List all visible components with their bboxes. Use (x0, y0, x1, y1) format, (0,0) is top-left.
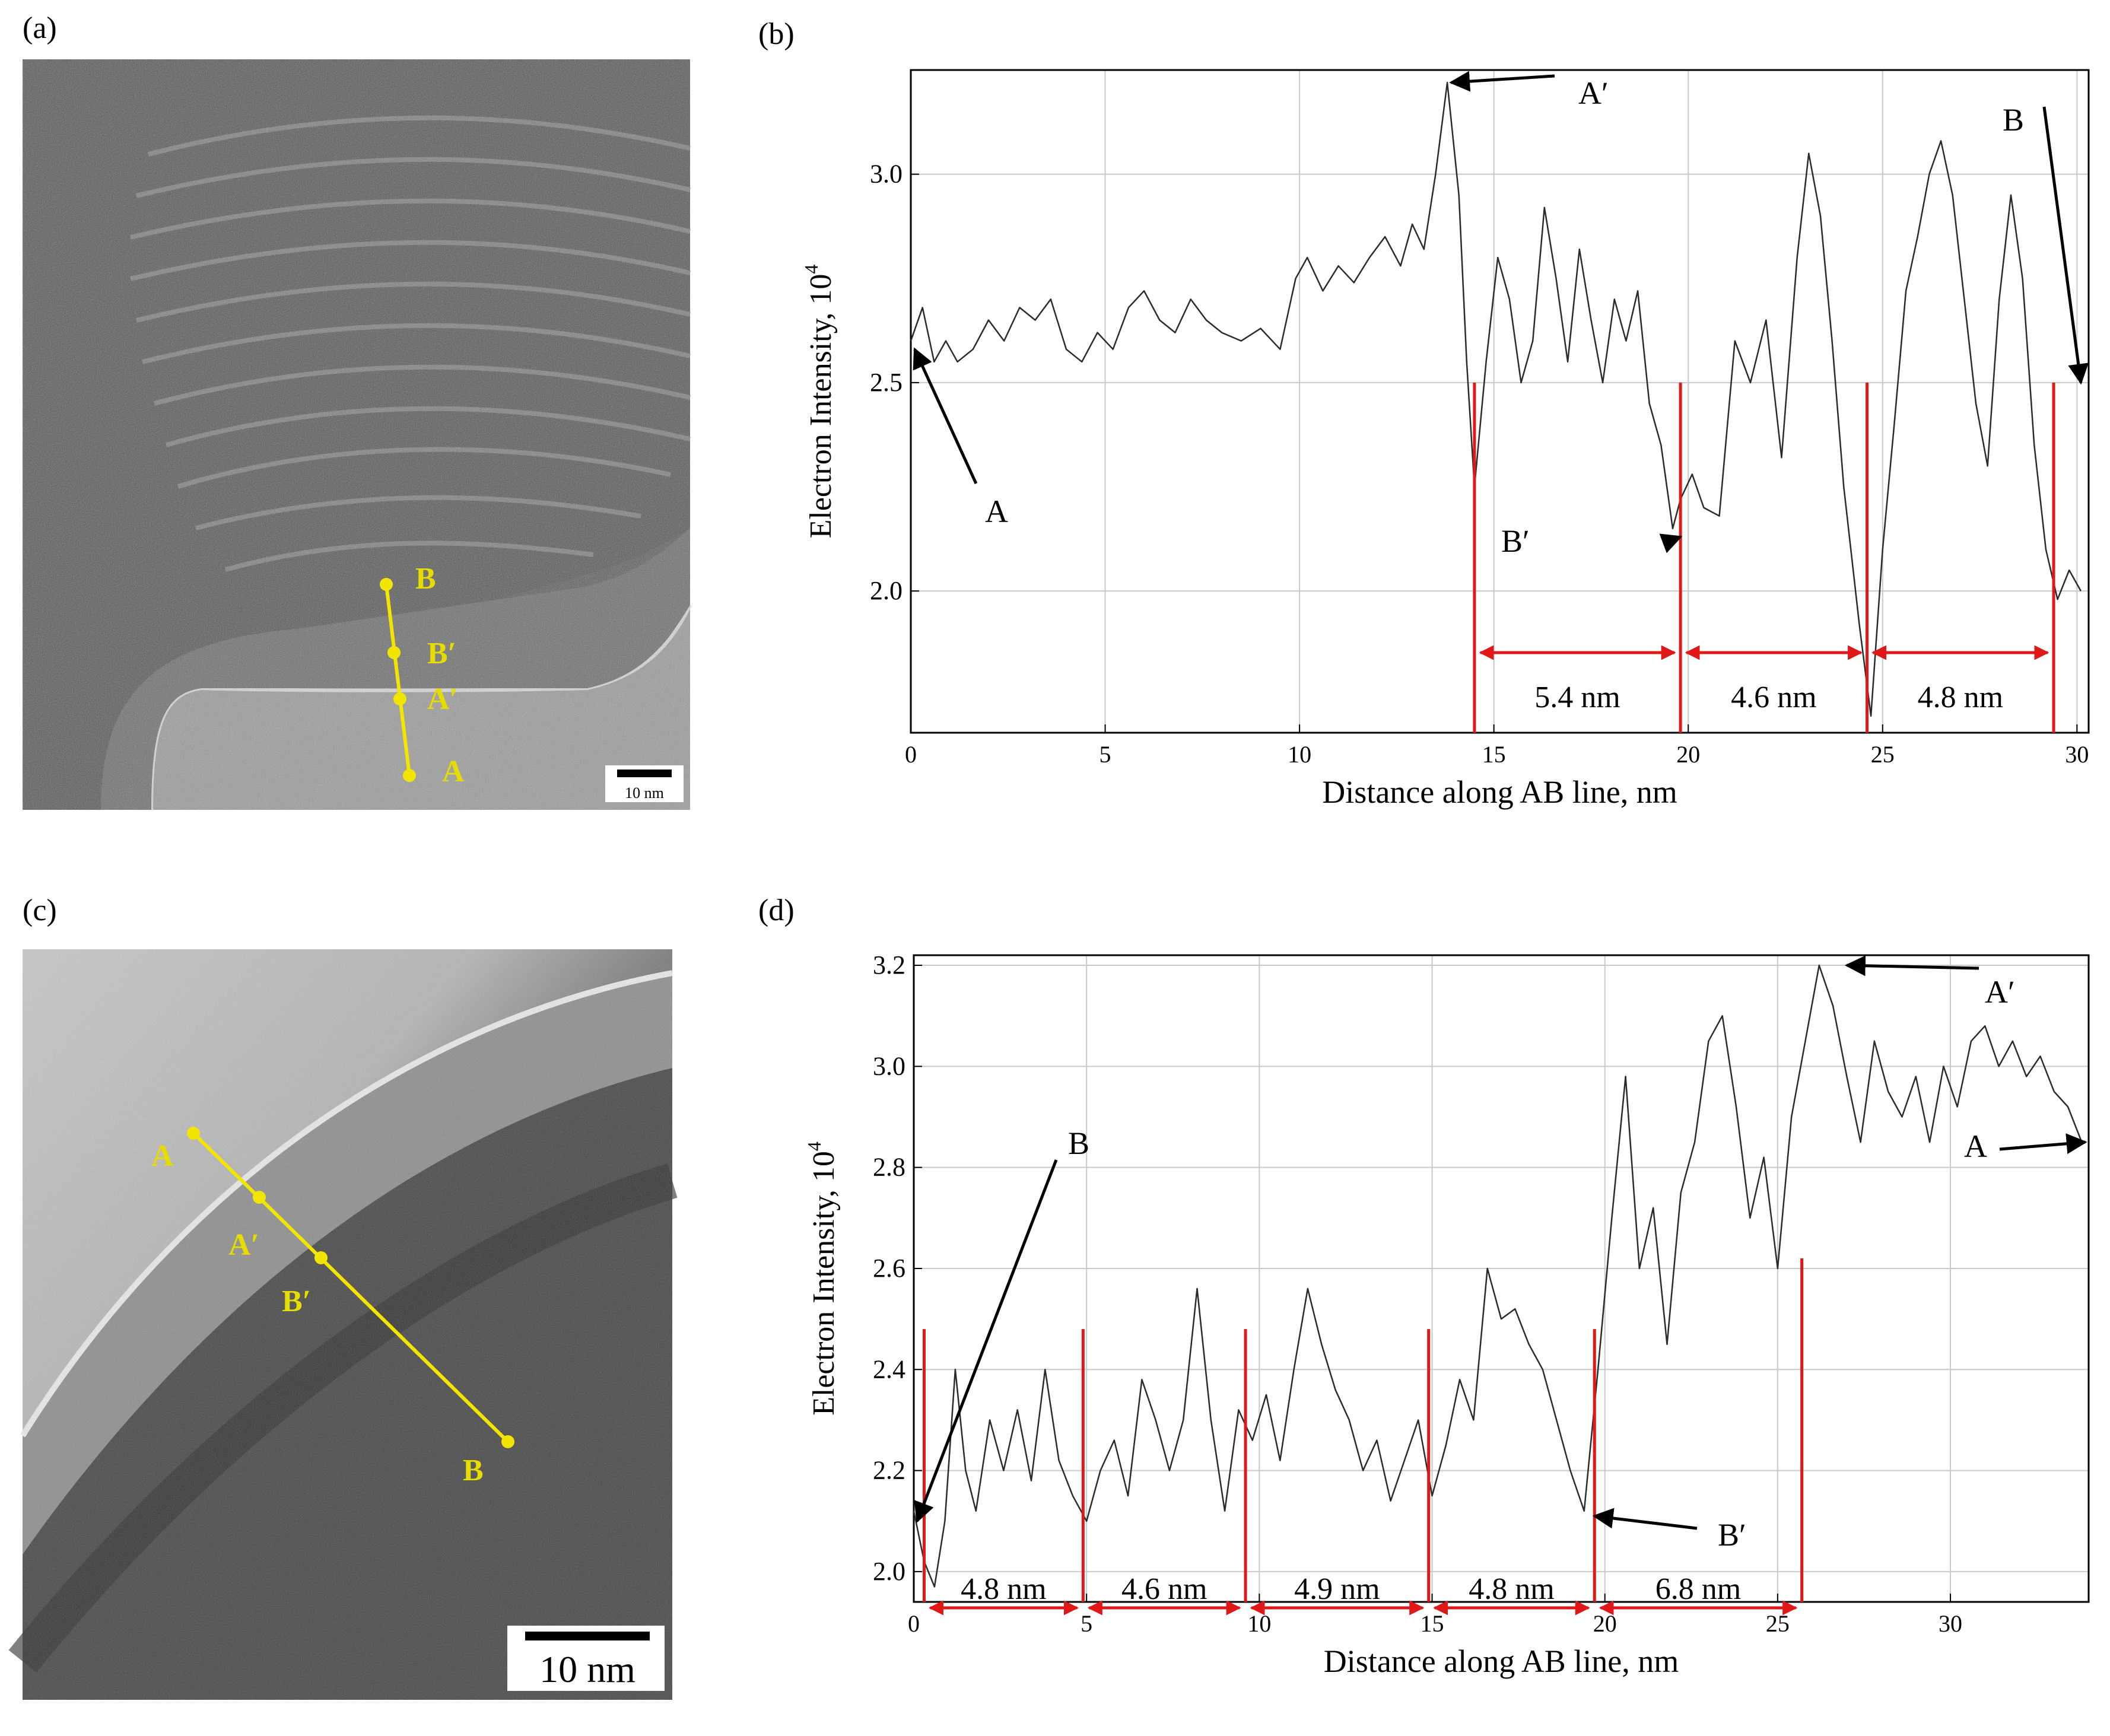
xtick-label-d: 25 (1766, 1610, 1790, 1637)
marker-label-c-a: A (151, 1139, 174, 1173)
annotation-d-b-arrow (914, 1159, 1058, 1524)
annotation-b-a-arrow (913, 347, 978, 485)
annotation-d-bprime: B′ (1718, 1517, 1746, 1553)
annotation-d-aprime-arrow (1844, 955, 1979, 977)
profile-markers-a (380, 578, 416, 782)
ylabel-d: Electron Intensity, 104 (803, 1142, 841, 1416)
ylabel-sup-d: 4 (803, 1142, 825, 1151)
panel-label-c: (c) (23, 894, 57, 927)
marker-label-a-b: B (415, 562, 436, 596)
chart-b: 0 5 10 15 20 25 30 2.0 2.5 3.0 Distance along AB l… (800, 69, 2090, 810)
ytick-label-d: 2.0 (873, 1557, 905, 1586)
annotation-d-b: B (1068, 1125, 1089, 1161)
panel-label-b: (b) (758, 17, 795, 51)
marker-label-c-b: B (463, 1454, 484, 1487)
tem-image-a (23, 59, 692, 810)
annotation-b-aprime: A′ (1578, 75, 1609, 111)
ytick-label-b: 2.5 (870, 368, 903, 397)
ytick-label-d: 2.4 (873, 1355, 905, 1384)
xtick-label-b: 5 (1100, 741, 1111, 768)
profile-line-c (192, 1131, 510, 1444)
marker-label-c-aprime: A′ (228, 1228, 259, 1262)
panel-label-d: (d) (758, 894, 795, 927)
ytick-label-d: 3.2 (873, 950, 905, 980)
ytick-label-d: 2.6 (873, 1254, 905, 1283)
annotation-b-b-arrow (2042, 106, 2089, 385)
xtick-label-d: 5 (1081, 1610, 1092, 1637)
xtick-label-d: 30 (1939, 1610, 1962, 1637)
ytick-label-d: 2.8 (873, 1153, 905, 1182)
measure-label-b: 5.4 nm (1534, 681, 1620, 714)
annotation-b-a: A (985, 494, 1008, 529)
xtick-label-b: 15 (1482, 741, 1506, 768)
annotation-d-aprime: A′ (1985, 974, 2015, 1010)
chart-d: 0 5 10 15 20 25 30 2.0 2.2 2.4 2.6 2.8 3.0 3.2 Distanc… (803, 950, 2090, 1679)
xlabel-b: Distance along AB line, nm (1322, 774, 1677, 810)
measure-label-d: 4.8 nm (1469, 1572, 1554, 1606)
annotation-d-a: A (1964, 1128, 1987, 1164)
annotation-b-b: B (2003, 102, 2024, 138)
annotation-b-bprime: B′ (1501, 523, 1530, 559)
profile-markers-c (187, 1127, 514, 1448)
xtick-label-b: 20 (1676, 741, 1700, 768)
xtick-label-b: 30 (2065, 741, 2089, 768)
measure-label-b: 4.6 nm (1731, 681, 1816, 714)
xtick-label-b: 10 (1288, 741, 1311, 768)
xtick-label-b: 25 (1871, 741, 1895, 768)
measure-label-d: 4.6 nm (1121, 1572, 1207, 1606)
marker-label-a-bprime: B′ (427, 637, 456, 670)
profile-line-a (384, 584, 411, 776)
series-line-d-0 (913, 964, 2083, 1588)
scale-bar-a-label: 10 nm (625, 784, 664, 802)
measure-label-d: 4.8 nm (961, 1572, 1046, 1606)
panel-label-a: (a) (23, 11, 57, 45)
measure-label-d: 6.8 nm (1655, 1572, 1741, 1606)
plot-frame-d (913, 954, 2090, 1603)
scale-bar-c-label: 10 nm (539, 1648, 635, 1690)
xtick-label-d: 20 (1593, 1610, 1617, 1637)
ylabel-main-d: Electron Intensity, 10 (807, 1151, 841, 1416)
series-line-b-0 (910, 81, 2082, 717)
annotation-b-aprime-arrow (1449, 71, 1555, 92)
marker-label-c-bprime: B′ (282, 1284, 311, 1318)
xtick-label-d: 10 (1247, 1610, 1271, 1637)
plot-frame-b (910, 69, 2090, 734)
ytick-label-d: 2.2 (873, 1456, 905, 1485)
ytick-label-d: 3.0 (873, 1051, 905, 1080)
xtick-label-d: 0 (908, 1610, 920, 1637)
measure-label-d: 4.9 nm (1294, 1572, 1380, 1606)
ylabel-main-b: Electron Intensity, 10 (804, 274, 838, 539)
measure-label-b: 4.8 nm (1918, 681, 2003, 714)
marker-label-a-a: A (442, 755, 465, 788)
ytick-label-b: 2.0 (870, 576, 903, 605)
ytick-label-b: 3.0 (870, 160, 903, 189)
xtick-label-d: 15 (1421, 1610, 1444, 1637)
marker-label-a-aprime: A′ (427, 682, 458, 716)
ylabel-b: Electron Intensity, 104 (800, 265, 838, 539)
xlabel-d: Distance along AB line, nm (1324, 1643, 1679, 1679)
annotation-b-bprime-arrow (1659, 533, 1683, 554)
ylabel-sup-b: 4 (800, 265, 822, 274)
annotation-d-bprime-arrow (1592, 1508, 1698, 1530)
xtick-label-b: 0 (905, 741, 917, 768)
annotation-d-a-arrow (1999, 1133, 2087, 1155)
tem-image-c (8, 949, 678, 1700)
